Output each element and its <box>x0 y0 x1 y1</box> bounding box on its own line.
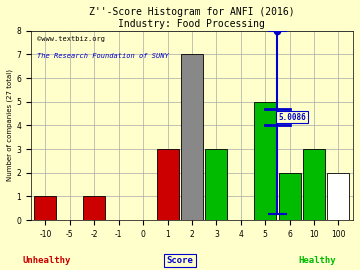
Bar <box>205 149 227 220</box>
Text: Unhealthy: Unhealthy <box>23 256 71 265</box>
Bar <box>254 102 276 220</box>
Bar <box>157 149 179 220</box>
Text: Score: Score <box>167 256 193 265</box>
Title: Z''-Score Histogram for ANFI (2016)
Industry: Food Processing: Z''-Score Histogram for ANFI (2016) Indu… <box>89 7 295 29</box>
Y-axis label: Number of companies (27 total): Number of companies (27 total) <box>7 69 13 181</box>
Text: 5.0086: 5.0086 <box>278 113 306 122</box>
Bar <box>303 149 325 220</box>
Text: The Research Foundation of SUNY: The Research Foundation of SUNY <box>37 53 169 59</box>
Bar <box>83 196 105 220</box>
Bar <box>35 196 57 220</box>
Text: ©www.textbiz.org: ©www.textbiz.org <box>37 36 105 42</box>
Bar <box>181 54 203 220</box>
Bar <box>328 173 350 220</box>
Text: Healthy: Healthy <box>298 256 336 265</box>
Bar <box>279 173 301 220</box>
